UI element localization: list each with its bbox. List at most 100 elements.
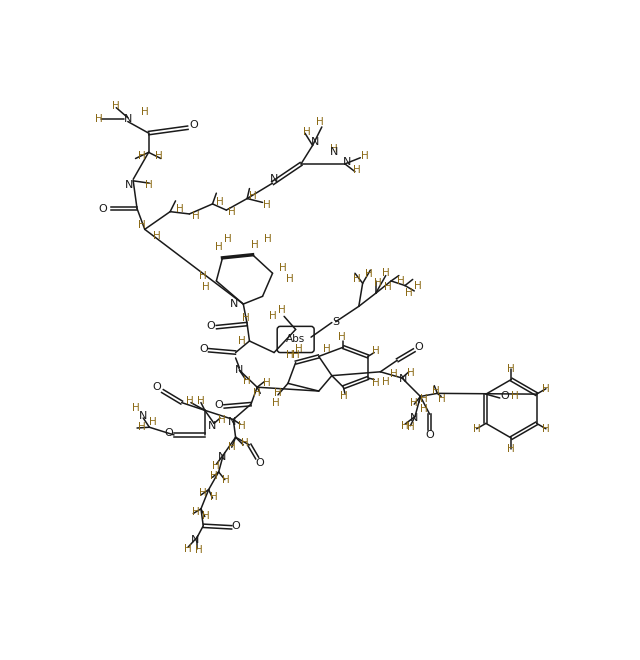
Text: N: N	[343, 157, 351, 168]
Text: H: H	[420, 394, 428, 404]
Text: H: H	[243, 376, 251, 386]
Text: H: H	[223, 475, 230, 484]
Text: N: N	[218, 451, 226, 461]
Text: H: H	[438, 394, 446, 404]
Text: H: H	[253, 387, 261, 397]
Text: H: H	[141, 108, 148, 117]
Text: N: N	[311, 137, 319, 147]
Text: H: H	[295, 344, 303, 354]
Text: H: H	[202, 282, 210, 292]
Text: N: N	[125, 180, 134, 191]
Text: O: O	[153, 382, 161, 392]
Text: H: H	[216, 197, 224, 207]
Text: H: H	[473, 424, 481, 434]
Text: O: O	[256, 457, 264, 468]
Text: N: N	[191, 535, 200, 544]
Text: H: H	[414, 280, 422, 290]
Text: S: S	[332, 317, 339, 327]
Text: H: H	[186, 396, 193, 406]
Text: H: H	[401, 420, 409, 431]
Text: H: H	[215, 242, 223, 252]
Text: H: H	[264, 234, 272, 244]
Text: H: H	[251, 240, 259, 249]
Text: O: O	[415, 342, 423, 352]
Text: H: H	[228, 442, 236, 452]
Text: O: O	[500, 391, 509, 401]
Text: H: H	[340, 391, 348, 401]
Text: N: N	[124, 114, 132, 124]
Text: N: N	[330, 147, 339, 157]
Text: H: H	[138, 220, 145, 230]
Text: H: H	[224, 234, 232, 244]
Text: H: H	[197, 396, 205, 406]
Text: H: H	[218, 414, 226, 424]
FancyBboxPatch shape	[277, 327, 314, 352]
Text: H: H	[200, 271, 207, 280]
Text: H: H	[511, 391, 519, 401]
Text: H: H	[353, 275, 361, 284]
Text: H: H	[542, 383, 550, 394]
Text: H: H	[410, 397, 418, 408]
Text: H: H	[280, 263, 287, 273]
Text: H: H	[316, 117, 324, 127]
Text: H: H	[353, 165, 361, 175]
Text: H: H	[372, 378, 380, 388]
Text: H: H	[195, 545, 202, 556]
Text: O: O	[189, 120, 198, 131]
Text: N: N	[228, 417, 236, 427]
Text: H: H	[238, 336, 246, 346]
Text: H: H	[390, 369, 397, 379]
Text: H: H	[420, 404, 428, 414]
Text: H: H	[508, 364, 515, 374]
Text: H: H	[210, 471, 218, 480]
Text: O: O	[425, 430, 434, 440]
Text: O: O	[231, 521, 240, 531]
Text: H: H	[269, 312, 276, 321]
Text: H: H	[113, 101, 120, 111]
Text: N: N	[270, 174, 278, 184]
Text: H: H	[397, 276, 405, 286]
Text: H: H	[95, 114, 102, 124]
Text: H: H	[210, 492, 218, 502]
Text: H: H	[374, 279, 382, 288]
Text: H: H	[262, 200, 270, 210]
Text: H: H	[330, 143, 338, 154]
Text: H: H	[145, 180, 153, 191]
Text: H: H	[382, 377, 390, 387]
Text: H: H	[192, 507, 200, 517]
Text: H: H	[155, 151, 163, 161]
Text: N: N	[208, 420, 217, 431]
Text: O: O	[199, 344, 207, 354]
Text: H: H	[382, 268, 390, 279]
Text: H: H	[372, 346, 380, 356]
Text: H: H	[138, 422, 145, 432]
Text: H: H	[432, 386, 440, 396]
Text: Abs: Abs	[286, 335, 305, 345]
Text: H: H	[303, 127, 311, 137]
Text: H: H	[361, 151, 369, 161]
Text: H: H	[323, 344, 330, 354]
Text: H: H	[192, 211, 200, 221]
Text: H: H	[202, 511, 210, 521]
Text: H: H	[285, 350, 293, 360]
Text: H: H	[132, 403, 140, 413]
Text: H: H	[153, 230, 161, 240]
Text: O: O	[164, 428, 173, 438]
Text: H: H	[272, 397, 280, 408]
Text: H: H	[238, 420, 246, 431]
Text: H: H	[407, 422, 415, 432]
Text: H: H	[274, 388, 282, 399]
Text: H: H	[228, 207, 236, 217]
Text: H: H	[200, 488, 207, 498]
Text: H: H	[338, 332, 346, 342]
Text: N: N	[236, 365, 244, 376]
Text: H: H	[508, 444, 515, 454]
Text: H: H	[138, 151, 145, 161]
Text: N: N	[139, 411, 147, 422]
Text: H: H	[184, 544, 192, 554]
Text: H: H	[292, 350, 300, 360]
Text: H: H	[278, 305, 285, 315]
Text: N: N	[230, 299, 238, 309]
Text: H: H	[241, 438, 249, 447]
Text: H: H	[249, 191, 257, 201]
